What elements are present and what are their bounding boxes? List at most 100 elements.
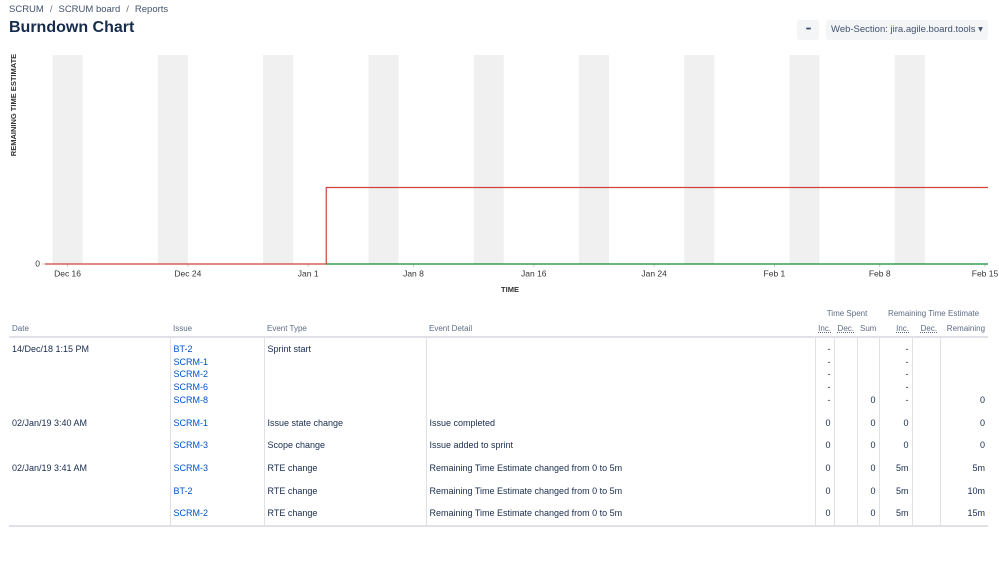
ts-inc: - bbox=[827, 382, 831, 393]
non-working-day bbox=[263, 55, 294, 264]
table-row: SCRM-2 RTE change Remaining Time Estimate … bbox=[9, 502, 989, 528]
non-working-day bbox=[368, 55, 399, 264]
ts-inc: 0 bbox=[825, 440, 831, 451]
table-cell: SCRM-3 bbox=[169, 456, 264, 480]
issue-link[interactable]: SCRM-1 bbox=[173, 417, 209, 428]
x-tick-label: Dec 24 bbox=[174, 268, 201, 278]
table-cell: 02/Jan/19 3:40 AM bbox=[9, 412, 170, 435]
table-cell bbox=[833, 337, 857, 412]
breadcrumb[interactable]: SCRUM board bbox=[58, 4, 121, 15]
column-header: Date bbox=[9, 321, 170, 338]
table-cell: 5m bbox=[878, 502, 913, 528]
event-type: RTE change bbox=[267, 485, 318, 496]
table-cell bbox=[911, 337, 941, 412]
header-text: Sum bbox=[860, 324, 877, 333]
issue-link[interactable]: BT-2 bbox=[173, 344, 193, 354]
remaining: 15m bbox=[967, 508, 986, 519]
ts-sum: 0 bbox=[870, 508, 876, 519]
column-header: Inc. bbox=[879, 321, 913, 338]
non-working-day bbox=[894, 55, 925, 264]
web-section-dropdown[interactable]: Web-Section: jira.agile.board.tools ▾ bbox=[826, 20, 988, 40]
dropdown-label: Web-Section: jira.agile.board.tools bbox=[831, 24, 976, 35]
ts-inc: - bbox=[827, 344, 831, 354]
date: 02/Jan/19 3:41 AM bbox=[12, 462, 88, 473]
issue-link[interactable]: SCRM-3 bbox=[173, 462, 209, 473]
event-detail: Remaining Time Estimate changed from 0 t… bbox=[429, 462, 623, 473]
remaining: 0 bbox=[980, 440, 986, 451]
table-cell bbox=[911, 479, 941, 503]
table-row: 14/Dec/18 1:15 PM BT-2 SCRM-1 SCRM-2 SCRM-6 S… bbox=[9, 337, 989, 412]
ts-sum: 0 bbox=[870, 462, 876, 473]
table-cell: SCRM-2 bbox=[169, 502, 264, 528]
table-cell: Sprint start bbox=[263, 337, 426, 412]
table-cell bbox=[911, 411, 941, 435]
table-cell: 02/Jan/19 3:41 AM bbox=[9, 457, 170, 480]
table-cell: Remaining Time Estimate changed from 0 t… bbox=[425, 456, 815, 480]
issue-link[interactable]: SCRM-8 bbox=[173, 394, 209, 405]
x-tick-label: Jan 16 bbox=[521, 268, 547, 278]
table-cell: 0 bbox=[814, 411, 834, 435]
table-cell: 5m bbox=[939, 456, 989, 480]
header-text: Event Type bbox=[267, 324, 307, 333]
table-cell bbox=[911, 434, 941, 457]
table-cell bbox=[9, 480, 170, 503]
x-tick-label: Dec 16 bbox=[54, 268, 81, 278]
rte-inc: - bbox=[905, 356, 909, 367]
rte-inc: - bbox=[905, 382, 909, 393]
event-type: Sprint start bbox=[267, 344, 312, 354]
y-axis-label: REMAINING TIME ESTIMATE bbox=[9, 54, 18, 156]
table-cell: 5m bbox=[878, 479, 913, 503]
header-text: Dec. bbox=[837, 324, 854, 333]
table-cell: 0 bbox=[856, 456, 880, 480]
table-cell: 0 bbox=[878, 411, 913, 435]
breadcrumb[interactable]: SCRUM bbox=[9, 4, 44, 15]
more-button[interactable]: ••• bbox=[797, 20, 819, 40]
table-cell: 0 bbox=[814, 434, 834, 457]
table-cell bbox=[833, 456, 857, 480]
header-text: Dec. bbox=[920, 324, 938, 333]
group-header: Time Spent bbox=[826, 309, 868, 318]
non-working-day bbox=[52, 55, 83, 264]
issue-link[interactable]: SCRM-1 bbox=[173, 356, 209, 367]
rte-inc: - bbox=[905, 394, 909, 405]
column-header: Sum bbox=[857, 321, 880, 338]
issue-link[interactable]: BT-2 bbox=[173, 485, 193, 496]
table-cell: Scope change bbox=[263, 434, 426, 457]
event-type: Scope change bbox=[267, 440, 326, 451]
table-row: BT-2 RTE change Remaining Time Estimate ch… bbox=[9, 479, 989, 503]
issue-link[interactable]: SCRM-6 bbox=[173, 382, 209, 393]
non-working-day bbox=[473, 55, 504, 264]
x-tick-label: Jan 24 bbox=[641, 268, 667, 278]
remaining: 5m bbox=[972, 462, 986, 473]
table-cell bbox=[911, 502, 941, 528]
ts-inc: 0 bbox=[825, 417, 831, 428]
table-cell: RTE change bbox=[263, 502, 426, 528]
table-cell bbox=[833, 502, 857, 528]
table-cell: RTE change bbox=[263, 456, 426, 480]
table-cell: BT-2 bbox=[169, 479, 264, 503]
rte-inc: - bbox=[905, 344, 909, 354]
column-header: Remaining bbox=[940, 321, 989, 338]
remaining: 0 bbox=[980, 394, 986, 405]
non-working-day bbox=[789, 55, 820, 264]
event-type: Issue state change bbox=[267, 417, 344, 428]
issue-link[interactable]: SCRM-3 bbox=[173, 440, 209, 451]
table-cell: 15m bbox=[939, 502, 989, 528]
date: 02/Jan/19 3:40 AM bbox=[12, 417, 88, 428]
burndown-chart: Dec 16 Dec 24 Jan 1 Jan 8 Jan 16 Jan 24 Feb 1 F… bbox=[9, 54, 999, 294]
header-text: Inc. bbox=[896, 324, 910, 333]
table-cell: 0 bbox=[939, 434, 989, 457]
table-cell: 0 bbox=[856, 434, 880, 457]
ts-inc: - bbox=[827, 356, 831, 367]
table-cell: Issue completed bbox=[425, 411, 815, 435]
issue-link[interactable]: SCRM-2 bbox=[173, 369, 209, 380]
breadcrumb[interactable]: Reports bbox=[134, 4, 169, 15]
rte-inc: - bbox=[905, 369, 909, 380]
column-header: Dec. bbox=[912, 321, 941, 338]
header-text: Issue bbox=[173, 324, 193, 333]
issue-link[interactable]: SCRM-2 bbox=[173, 508, 209, 519]
non-working-day bbox=[578, 55, 609, 264]
table-cell: 0 bbox=[814, 456, 834, 480]
remaining: 10m bbox=[967, 485, 986, 496]
table-cell: 10m bbox=[939, 479, 989, 503]
